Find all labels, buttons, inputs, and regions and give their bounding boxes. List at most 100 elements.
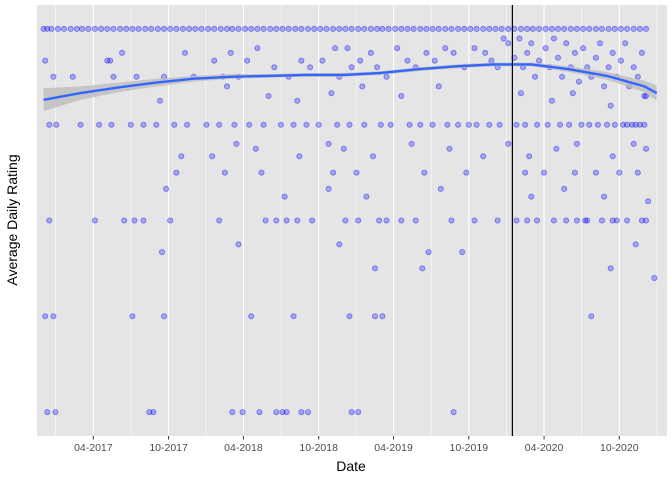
data-point <box>465 121 472 128</box>
data-point <box>379 25 386 32</box>
data-point <box>522 169 529 176</box>
data-point <box>448 25 455 32</box>
data-point <box>605 64 612 71</box>
data-point <box>233 140 240 147</box>
data-point <box>277 121 284 128</box>
data-point <box>369 153 376 160</box>
data-point <box>290 313 297 320</box>
data-point <box>248 313 255 320</box>
data-point <box>262 217 269 224</box>
data-point <box>216 217 223 224</box>
data-point <box>498 25 505 32</box>
data-point <box>550 217 557 224</box>
x-axis-ticks: 04-2017 10-2017 04-2018 10-2018 04-2019 10-20… <box>74 436 639 454</box>
x-tick-label: 10-2017 <box>149 442 188 454</box>
data-point <box>557 121 564 128</box>
data-point <box>421 169 428 176</box>
data-point <box>117 25 124 32</box>
data-point <box>123 25 130 32</box>
data-point <box>555 54 562 61</box>
data-point <box>361 25 368 32</box>
data-point <box>601 83 608 90</box>
data-point <box>534 217 541 224</box>
data-point <box>336 241 343 248</box>
data-point <box>609 49 616 56</box>
data-point <box>260 121 267 128</box>
data-point <box>161 313 168 320</box>
data-point <box>359 83 366 90</box>
data-point <box>198 25 205 32</box>
data-point <box>516 35 523 42</box>
data-point <box>444 121 451 128</box>
data-point <box>398 93 405 100</box>
data-point <box>298 57 305 64</box>
data-point <box>110 73 117 80</box>
data-point <box>205 25 212 32</box>
data-point <box>256 409 263 416</box>
data-point <box>429 25 436 32</box>
data-point <box>398 217 405 224</box>
data-point <box>450 49 457 56</box>
data-point <box>107 57 114 64</box>
data-point <box>529 25 536 32</box>
data-point <box>260 25 267 32</box>
data-point <box>423 25 430 32</box>
panel-background <box>37 5 667 436</box>
major-gridlines <box>92 5 620 436</box>
x-tick-label: 04-2019 <box>374 442 413 454</box>
x-tick-label: 10-2019 <box>450 442 489 454</box>
data-point <box>203 121 210 128</box>
data-point <box>254 25 261 32</box>
data-point <box>622 40 629 47</box>
data-point <box>44 409 51 416</box>
data-point <box>534 121 541 128</box>
data-point <box>536 25 543 32</box>
data-point <box>244 57 251 64</box>
data-point <box>104 25 111 32</box>
data-point <box>528 193 535 200</box>
data-point <box>584 217 591 224</box>
data-point <box>634 73 641 80</box>
data-point <box>290 121 297 128</box>
data-point <box>271 64 278 71</box>
data-point <box>526 153 533 160</box>
data-point <box>643 25 650 32</box>
data-point <box>548 97 555 104</box>
data-point <box>140 217 147 224</box>
data-point <box>387 121 394 128</box>
data-point <box>379 313 386 320</box>
data-point <box>231 121 238 128</box>
data-point <box>643 145 650 152</box>
data-point <box>505 25 512 32</box>
data-point <box>638 217 645 224</box>
data-point <box>311 25 318 32</box>
data-point <box>371 265 378 272</box>
data-point <box>423 49 430 56</box>
x-tick-label: 04-2017 <box>74 442 113 454</box>
data-point <box>265 93 272 100</box>
data-point <box>404 25 411 32</box>
data-point <box>532 73 539 80</box>
data-point <box>355 25 362 32</box>
data-point <box>607 265 614 272</box>
data-point <box>127 121 134 128</box>
data-point <box>73 25 80 32</box>
data-point <box>601 193 608 200</box>
data-point <box>528 40 535 47</box>
data-point <box>121 217 128 224</box>
data-point <box>616 169 623 176</box>
data-point <box>492 25 499 32</box>
data-point <box>524 49 531 56</box>
data-point <box>140 121 147 128</box>
data-point <box>296 153 303 160</box>
data-point <box>192 25 199 32</box>
data-point <box>513 121 520 128</box>
data-point <box>353 169 360 176</box>
data-point <box>348 409 355 416</box>
data-point <box>417 121 424 128</box>
x-axis-title: Date <box>336 458 366 474</box>
data-point <box>580 25 587 32</box>
data-point <box>609 217 616 224</box>
data-point <box>98 25 105 32</box>
data-point <box>417 25 424 32</box>
